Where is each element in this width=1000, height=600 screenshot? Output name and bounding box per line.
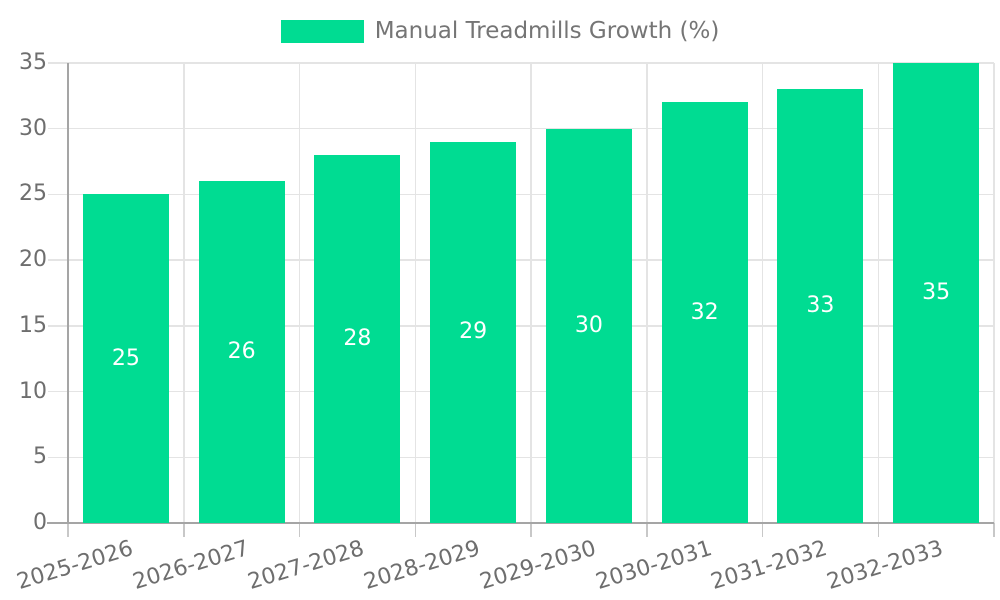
- x-gridline: [646, 63, 648, 523]
- y-gridline: [48, 259, 994, 261]
- x-tick-mark: [414, 523, 416, 537]
- y-gridline: [48, 456, 994, 459]
- bar-value-label: 25: [111, 345, 140, 371]
- x-gridline: [993, 63, 995, 523]
- y-axis-tick-label: 15: [19, 312, 47, 338]
- y-axis-tick-label: 20: [19, 247, 47, 273]
- y-axis-tick-label: 35: [19, 50, 47, 75]
- y-axis-tick-label: 30: [19, 115, 47, 141]
- y-gridline: [48, 390, 994, 393]
- bar[interactable]: [545, 128, 632, 523]
- bar-value-label: 33: [806, 293, 835, 319]
- bar[interactable]: [661, 102, 748, 523]
- legend-label: Manual Treadmills Growth (%): [374, 17, 720, 44]
- legend[interactable]: Manual Treadmills Growth (%): [0, 14, 1000, 48]
- legend-swatch-icon: [280, 19, 364, 43]
- x-tick-mark: [761, 523, 764, 537]
- bar-value-label: 30: [574, 312, 603, 338]
- y-gridline: [48, 193, 994, 196]
- bar[interactable]: [893, 63, 980, 523]
- y-gridline: [48, 62, 994, 64]
- x-tick-mark: [298, 523, 301, 537]
- bar-value-label: 32: [690, 299, 719, 325]
- bar[interactable]: [430, 141, 517, 523]
- y-axis-tick-label: 5: [33, 444, 47, 470]
- x-tick-mark: [646, 523, 648, 537]
- bar-value-label: 29: [459, 319, 488, 345]
- y-axis-tick-label: 25: [19, 181, 47, 207]
- y-axis-tick-label: 10: [19, 378, 47, 404]
- x-tick-mark: [67, 523, 69, 537]
- x-tick-mark: [183, 523, 185, 537]
- bar-value-label: 28: [343, 326, 372, 351]
- bar[interactable]: [82, 194, 169, 523]
- x-tick-mark: [877, 523, 879, 537]
- y-axis-tick-label: 0: [33, 510, 47, 535]
- x-gridline: [877, 63, 879, 523]
- bar-value-label: 35: [922, 280, 951, 305]
- bar-value-label: 26: [227, 339, 256, 365]
- x-gridline: [530, 63, 532, 523]
- x-gridline: [183, 63, 185, 523]
- x-gridline: [414, 63, 416, 523]
- y-axis-line: [67, 63, 69, 523]
- bar[interactable]: [198, 181, 285, 523]
- x-tick-mark: [993, 523, 995, 537]
- x-gridline: [298, 63, 301, 523]
- x-axis-line: [47, 522, 994, 524]
- bar[interactable]: [314, 155, 401, 523]
- bar[interactable]: [777, 89, 864, 523]
- y-gridline: [48, 325, 994, 327]
- y-gridline: [48, 127, 994, 130]
- x-tick-mark: [530, 523, 532, 537]
- x-gridline: [761, 63, 764, 523]
